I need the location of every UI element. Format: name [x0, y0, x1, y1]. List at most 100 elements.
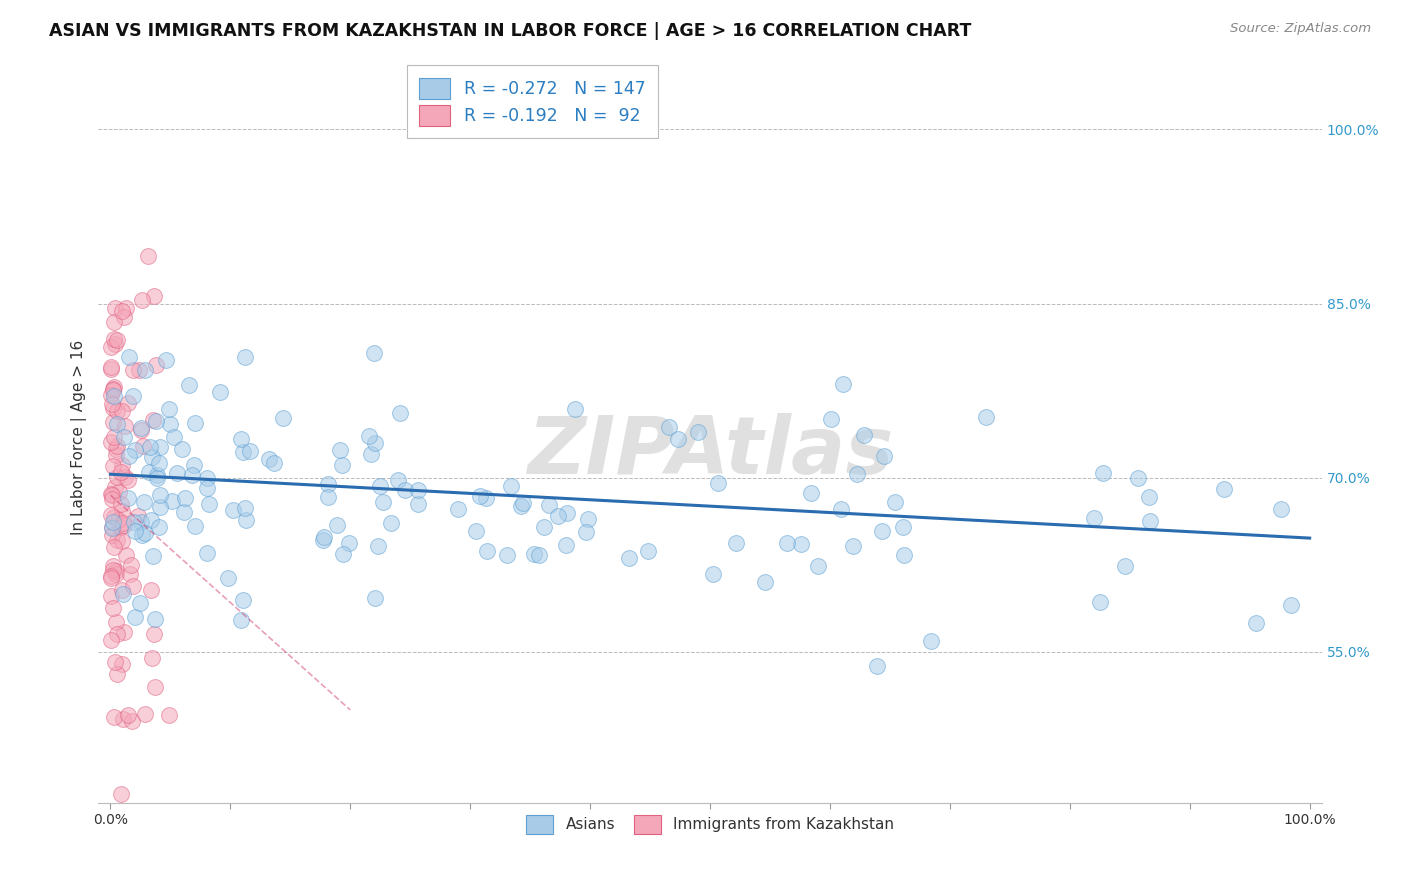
Point: [112, 310, 135, 325]
Point: [111, 657, 134, 671]
Point: [105, 627, 128, 641]
Point: [891, 520, 914, 534]
Point: [103, 430, 125, 444]
Point: [394, 483, 416, 497]
Point: [104, 449, 127, 463]
Point: [141, 650, 163, 665]
Point: [873, 449, 896, 463]
Point: [1088, 595, 1111, 609]
Point: [117, 491, 139, 505]
Point: [121, 714, 143, 728]
Point: [337, 536, 360, 550]
Point: [564, 402, 586, 417]
Point: [332, 547, 354, 561]
Point: [101, 488, 124, 502]
Point: [357, 429, 380, 443]
Point: [1139, 490, 1161, 504]
Point: [139, 513, 162, 527]
Point: [1244, 616, 1267, 631]
Point: [1092, 466, 1115, 480]
Point: [920, 634, 942, 648]
Point: [146, 467, 169, 482]
Point: [121, 558, 143, 573]
Point: [100, 435, 122, 450]
Point: [129, 424, 152, 438]
Point: [128, 363, 150, 377]
Point: [271, 411, 294, 425]
Point: [465, 524, 488, 538]
Point: [547, 509, 569, 524]
Point: [866, 658, 889, 673]
Point: [131, 293, 153, 308]
Point: [235, 350, 257, 364]
Point: [100, 361, 122, 376]
Point: [658, 420, 681, 434]
Point: [101, 458, 124, 473]
Point: [790, 536, 813, 550]
Point: [820, 412, 842, 426]
Point: [974, 409, 997, 424]
Point: [100, 359, 122, 374]
Point: [557, 506, 579, 520]
Point: [112, 516, 135, 531]
Text: ASIAN VS IMMIGRANTS FROM KAZAKHSTAN IN LABOR FORCE | AGE > 16 CORRELATION CHART: ASIAN VS IMMIGRANTS FROM KAZAKHSTAN IN L…: [49, 22, 972, 40]
Point: [406, 497, 429, 511]
Point: [104, 615, 127, 629]
Point: [233, 501, 256, 516]
Point: [103, 710, 125, 724]
Point: [146, 471, 169, 485]
Point: [110, 788, 132, 802]
Point: [406, 483, 429, 497]
Point: [148, 520, 170, 534]
Point: [360, 447, 382, 461]
Point: [110, 465, 132, 479]
Point: [104, 301, 127, 315]
Point: [172, 442, 194, 457]
Point: [263, 456, 285, 470]
Point: [496, 549, 519, 563]
Point: [100, 589, 122, 603]
Point: [100, 569, 122, 583]
Point: [100, 492, 122, 507]
Point: [776, 536, 799, 550]
Point: [173, 505, 195, 519]
Point: [145, 612, 167, 626]
Point: [555, 538, 578, 552]
Point: [103, 515, 125, 529]
Point: [111, 403, 134, 417]
Point: [145, 358, 167, 372]
Point: [800, 485, 823, 500]
Point: [208, 384, 231, 399]
Point: [852, 428, 875, 442]
Point: [105, 533, 128, 547]
Point: [131, 515, 153, 529]
Y-axis label: In Labor Force | Age > 16: In Labor Force | Age > 16: [72, 340, 87, 534]
Point: [754, 575, 776, 590]
Point: [870, 524, 893, 539]
Point: [105, 566, 128, 581]
Point: [103, 509, 125, 524]
Point: [111, 458, 134, 472]
Point: [807, 559, 830, 574]
Point: [105, 469, 128, 483]
Point: [104, 655, 127, 669]
Point: [139, 440, 162, 454]
Point: [160, 494, 183, 508]
Point: [148, 500, 170, 514]
Point: [100, 633, 122, 648]
Point: [121, 389, 143, 403]
Point: [143, 626, 166, 640]
Point: [105, 404, 128, 418]
Point: [103, 315, 125, 329]
Point: [112, 587, 135, 601]
Point: [112, 430, 135, 444]
Point: [197, 497, 219, 511]
Point: [103, 540, 125, 554]
Point: [114, 419, 136, 434]
Point: [475, 491, 498, 505]
Point: [100, 340, 122, 354]
Point: [143, 289, 166, 303]
Point: [104, 337, 127, 351]
Point: [115, 301, 138, 315]
Point: [371, 495, 394, 509]
